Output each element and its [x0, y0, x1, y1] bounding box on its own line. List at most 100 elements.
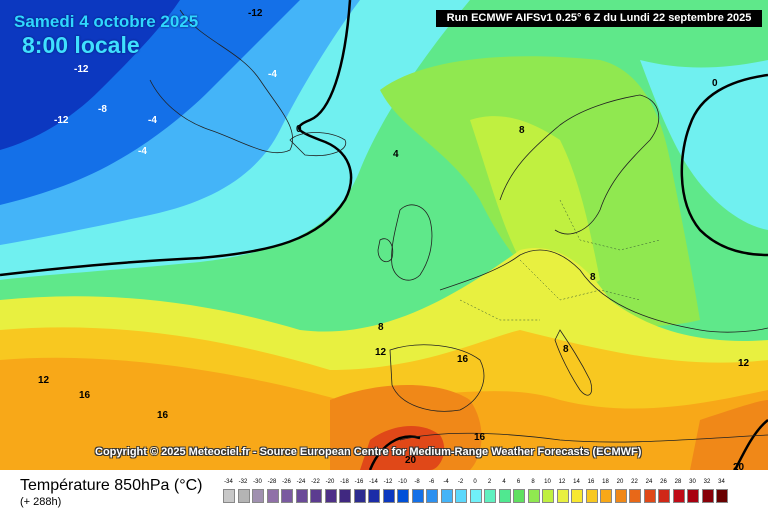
forecast-lead-time: (+ 288h) [20, 496, 62, 508]
legend-tick-label: 12 [558, 479, 566, 485]
temperature-map: -12 -12 -12 -8 -4 -4 -4 0 0 4 8 8 8 8 12… [0, 0, 768, 470]
isotherm-0-east [680, 73, 768, 257]
band-yellow-green [470, 116, 600, 291]
coast-continent [439, 249, 768, 333]
map-label: -4 [138, 146, 147, 157]
legend-swatch [310, 489, 322, 503]
legend-swatch [600, 489, 612, 503]
map-label: 8 [378, 322, 384, 333]
legend-tick-label: 10 [544, 479, 551, 485]
map-label: 8 [590, 272, 596, 283]
isotherm-labels: -12 -12 -12 -8 -4 -4 -4 0 0 4 8 8 8 8 12… [38, 8, 750, 470]
map-label: 0 [296, 124, 302, 135]
legend-swatch [629, 489, 641, 503]
legend-tick-label: -10 [398, 479, 407, 485]
map-label: -12 [54, 115, 69, 126]
legend-swatch [484, 489, 496, 503]
map-label: -8 [98, 104, 107, 115]
map-label: 20 [733, 462, 745, 470]
isotherm-20-east [733, 419, 768, 470]
map-label: 8 [563, 344, 569, 355]
forecast-time: 8:00 locale [22, 32, 140, 58]
legend-tick-label: 16 [587, 479, 595, 485]
legend-swatch [440, 489, 453, 503]
map-label: -4 [268, 69, 277, 80]
map-label: 16 [457, 354, 469, 365]
legend-tick-label: -30 [253, 479, 262, 485]
map-label: -4 [148, 115, 157, 126]
legend-tick-label: -14 [369, 479, 378, 485]
legend-tick-label: -6 [428, 479, 435, 485]
legend-tick-label: -32 [238, 479, 248, 485]
legend-swatch [469, 489, 482, 503]
coast-scandinavia [499, 94, 659, 235]
map-label: -12 [74, 64, 89, 75]
legend-tick-label: -12 [383, 479, 393, 485]
legend-tick-label: 24 [645, 479, 653, 485]
legend-swatch [353, 489, 366, 503]
map-label: 20 [405, 455, 417, 466]
isotherm-0 [0, 0, 353, 277]
legend-swatch [527, 489, 540, 503]
legend-swatch [542, 489, 554, 503]
map-label: 4 [393, 149, 399, 160]
legend-swatch [252, 489, 264, 503]
legend-swatch [426, 489, 438, 503]
legend-tick-label: -8 [414, 479, 420, 485]
legend-tick-label: 14 [573, 479, 580, 485]
legend-tick-label: -34 [224, 479, 233, 485]
legend-swatch [237, 489, 250, 503]
legend-swatch [324, 489, 337, 503]
forecast-date: Samedi 4 octobre 2025 [14, 12, 199, 31]
legend-tick-label: -4 [443, 479, 449, 485]
legend-swatch [687, 489, 699, 503]
legend-tick-label: 0 [473, 479, 477, 485]
legend-tick-label: 8 [531, 479, 535, 485]
map-label: 16 [474, 432, 486, 443]
legend-tick-label: 30 [689, 479, 696, 485]
legend-swatch [266, 489, 279, 503]
coast-uk [391, 204, 433, 281]
legend-swatch [339, 489, 351, 503]
coast-greenland [149, 9, 294, 154]
coast-iberia [389, 344, 485, 412]
legend-swatch [658, 489, 670, 503]
map-label: 16 [79, 390, 91, 401]
legend-swatch [411, 489, 424, 503]
legend-swatch [513, 489, 525, 503]
map-label: 8 [519, 125, 525, 136]
legend-swatch [556, 489, 569, 503]
band-orange-atlantic-patch [128, 380, 168, 435]
coastlines [149, 9, 768, 443]
legend-tick-label: 22 [631, 479, 638, 485]
map-label: 12 [375, 347, 387, 358]
legend-tick-label: 18 [602, 479, 609, 485]
legend-tick-label: 20 [616, 479, 624, 485]
band-red [360, 425, 445, 470]
legend-tick-label: -16 [354, 479, 364, 485]
map-label: 12 [738, 358, 750, 369]
legend-swatch [614, 489, 627, 503]
legend-tick-label: 4 [502, 479, 506, 485]
band-dark-orange-east [690, 400, 768, 470]
legend-swatch [701, 489, 714, 503]
legend-tick-label: 2 [487, 479, 492, 485]
legend-tick-label: -26 [282, 479, 291, 485]
legend-swatch [571, 489, 583, 503]
map-canvas: -12 -12 -12 -8 -4 -4 -4 0 0 4 8 8 8 8 12… [0, 0, 768, 470]
legend-tick-label: 26 [660, 479, 667, 485]
footer: Température 850hPa (°C) (+ 288h) -34 -32-… [0, 470, 768, 512]
band-dark-blue [0, 0, 180, 150]
legend-tick-label: -24 [296, 479, 306, 485]
legend-tick-label: -22 [311, 479, 320, 485]
legend-tick-label: -2 [457, 479, 464, 485]
legend-tick-label: 28 [674, 479, 682, 485]
legend-tick-label: 6 [516, 479, 521, 485]
coast-ireland [377, 238, 394, 263]
copyright-text: Copyright © 2025 Meteociel.fr - Source E… [95, 446, 642, 458]
legend-swatch [368, 489, 380, 503]
legend-swatch [295, 489, 308, 503]
legend-swatch [716, 489, 728, 503]
map-label: 16 [157, 410, 169, 421]
parameter-title: Température 850hPa (°C) [20, 477, 203, 494]
